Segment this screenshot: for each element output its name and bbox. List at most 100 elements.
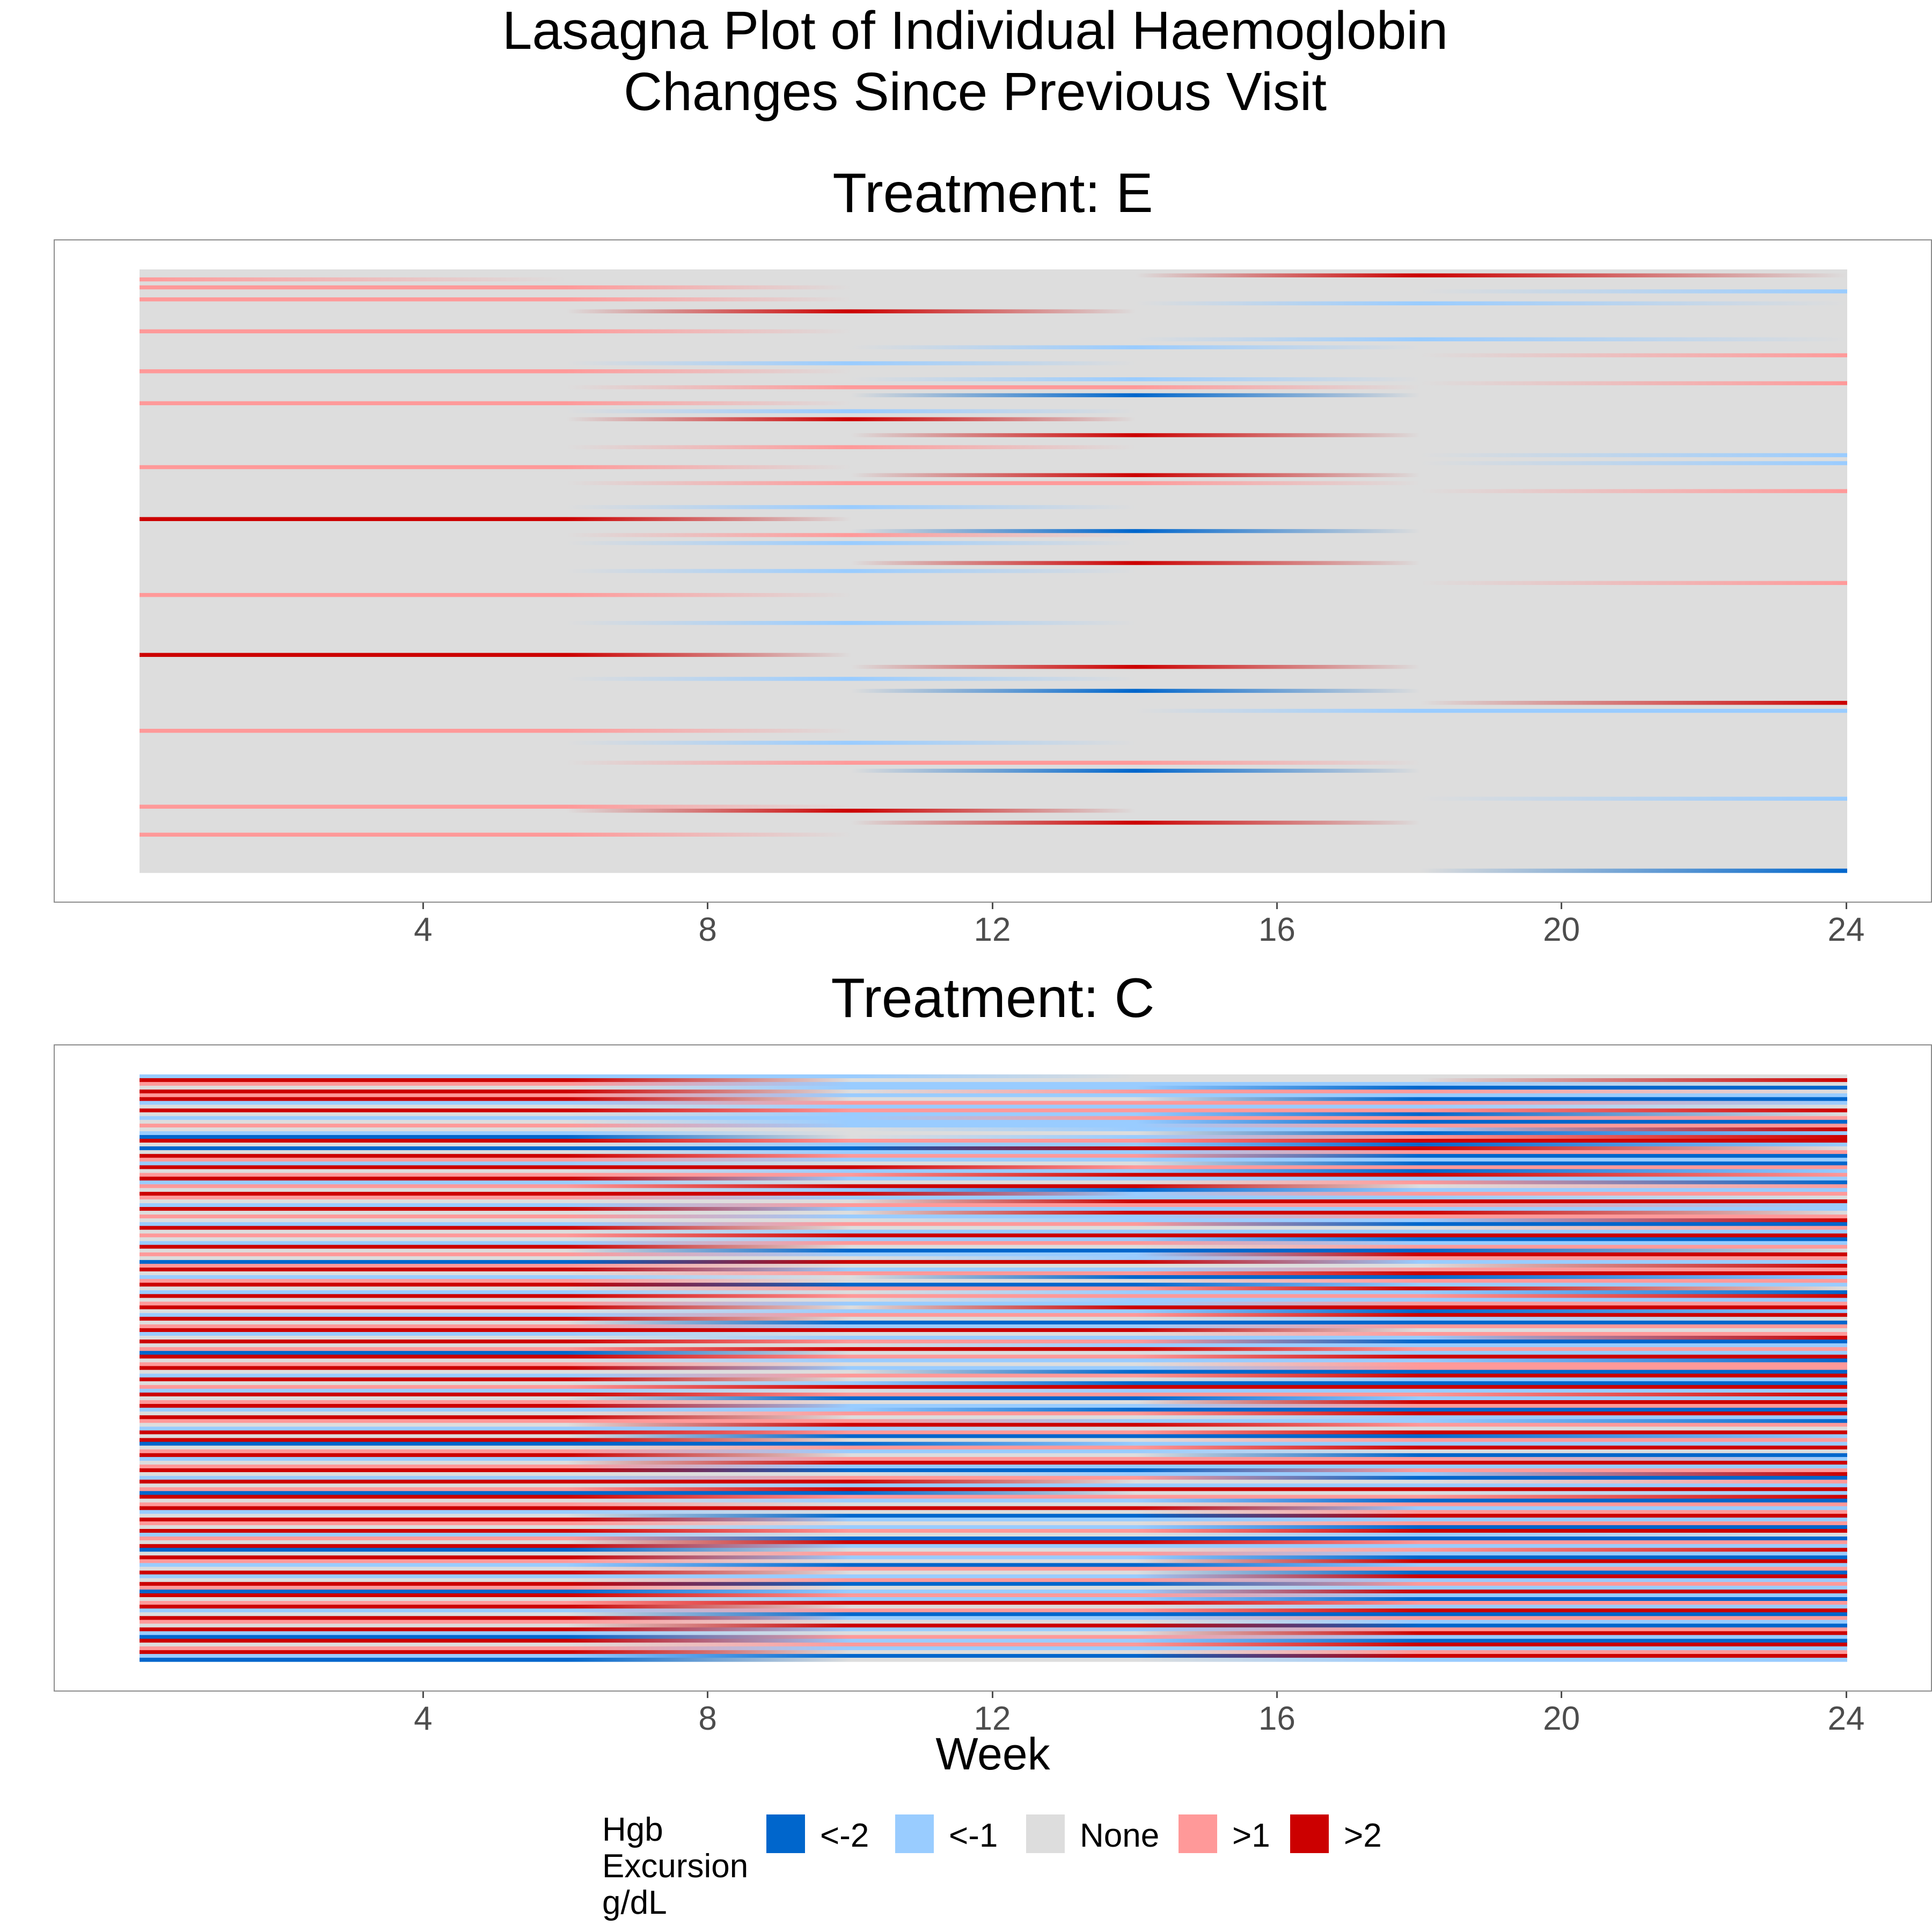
subject-row xyxy=(140,621,1847,626)
subject-row xyxy=(140,577,1847,582)
subject-row xyxy=(140,1585,1847,1590)
subject-row xyxy=(140,848,1847,853)
subject-row xyxy=(140,325,1847,330)
subject-row xyxy=(140,1605,1847,1609)
subject-row xyxy=(140,361,1847,366)
subject-row xyxy=(140,592,1847,597)
subject-row xyxy=(140,425,1847,430)
subject-row xyxy=(140,733,1847,737)
subject-row xyxy=(140,1328,1847,1333)
subject-row xyxy=(140,697,1847,701)
subject-row xyxy=(140,780,1847,785)
subject-row xyxy=(140,1222,1847,1226)
x-tick-mark xyxy=(991,1692,993,1698)
subject-row xyxy=(140,840,1847,845)
subject-row xyxy=(140,617,1847,621)
subject-row xyxy=(140,1283,1847,1287)
subject-row xyxy=(140,1218,1847,1223)
subject-row xyxy=(140,1597,1847,1601)
legend-swatch xyxy=(1290,1814,1329,1853)
subject-row xyxy=(140,449,1847,454)
subject-row xyxy=(140,1415,1847,1419)
x-tick-label: 8 xyxy=(698,911,717,948)
subject-row xyxy=(140,1563,1847,1568)
subject-row xyxy=(140,1078,1847,1082)
subject-row xyxy=(140,1252,1847,1257)
subject-row xyxy=(140,1089,1847,1094)
legend-label: <-1 xyxy=(949,1817,998,1854)
subject-row xyxy=(140,1191,1847,1196)
subject-row xyxy=(140,1101,1847,1106)
subject-row xyxy=(140,1608,1847,1613)
subject-row xyxy=(140,501,1847,506)
subject-row xyxy=(140,473,1847,478)
subject-row xyxy=(140,1173,1847,1177)
subject-row xyxy=(140,813,1847,817)
subject-row xyxy=(140,1646,1847,1651)
subject-row xyxy=(140,1263,1847,1268)
subject-row xyxy=(140,605,1847,610)
subject-row xyxy=(140,1188,1847,1192)
subject-row xyxy=(140,1480,1847,1484)
subject-row xyxy=(140,1358,1847,1363)
subject-row xyxy=(140,517,1847,522)
subject-row xyxy=(140,664,1847,669)
subject-row xyxy=(140,1214,1847,1219)
subject-row xyxy=(140,1316,1847,1321)
subject-row xyxy=(140,1582,1847,1586)
subject-row xyxy=(140,1086,1847,1090)
subject-row xyxy=(140,549,1847,554)
subject-row xyxy=(140,277,1847,282)
subject-row xyxy=(140,369,1847,374)
subject-row xyxy=(140,1555,1847,1560)
subject-row xyxy=(140,317,1847,322)
subject-row xyxy=(140,736,1847,741)
subject-row xyxy=(140,657,1847,662)
subject-row xyxy=(140,1578,1847,1583)
subject-row xyxy=(140,1082,1847,1086)
subject-row xyxy=(140,1528,1847,1533)
subject-row xyxy=(140,1135,1847,1139)
subject-row xyxy=(140,381,1847,386)
subject-row xyxy=(140,804,1847,809)
subject-row xyxy=(140,1169,1847,1174)
heatmap-panel-e xyxy=(54,239,1932,903)
subject-row xyxy=(140,1180,1847,1185)
subject-row xyxy=(140,1392,1847,1397)
subject-row xyxy=(140,1513,1847,1518)
subject-row xyxy=(140,1226,1847,1230)
subject-row xyxy=(140,857,1847,861)
subject-row xyxy=(140,1313,1847,1318)
subject-row xyxy=(140,1351,1847,1355)
subject-row xyxy=(140,672,1847,677)
subject-row xyxy=(140,752,1847,757)
subject-row xyxy=(140,1589,1847,1594)
subject-row xyxy=(140,1233,1847,1238)
subject-row xyxy=(140,453,1847,458)
x-tick-label: 12 xyxy=(974,1700,1011,1737)
subject-row xyxy=(140,389,1847,394)
subject-row xyxy=(140,493,1847,497)
subject-row xyxy=(140,1290,1847,1294)
subject-row xyxy=(140,341,1847,346)
subject-row xyxy=(140,505,1847,510)
subject-row xyxy=(140,1408,1847,1412)
subject-row xyxy=(140,445,1847,450)
subject-row xyxy=(140,852,1847,857)
subject-row xyxy=(140,293,1847,298)
subject-row xyxy=(140,633,1847,638)
subject-row xyxy=(140,1347,1847,1351)
subject-row xyxy=(140,1498,1847,1503)
x-tick-label: 20 xyxy=(1543,911,1580,948)
subject-row xyxy=(140,1570,1847,1575)
subject-row xyxy=(140,1093,1847,1097)
x-tick-label: 24 xyxy=(1827,911,1865,948)
subject-row xyxy=(140,537,1847,541)
chart-title: Lasagna Plot of Individual Haemoglobin C… xyxy=(0,0,1932,122)
subject-row xyxy=(140,777,1847,781)
subject-row xyxy=(140,1362,1847,1367)
subject-row xyxy=(140,721,1847,726)
chart-title-line-1: Lasagna Plot of Individual Haemoglobin xyxy=(502,1,1448,61)
subject-row xyxy=(140,1419,1847,1423)
subject-row xyxy=(140,816,1847,821)
